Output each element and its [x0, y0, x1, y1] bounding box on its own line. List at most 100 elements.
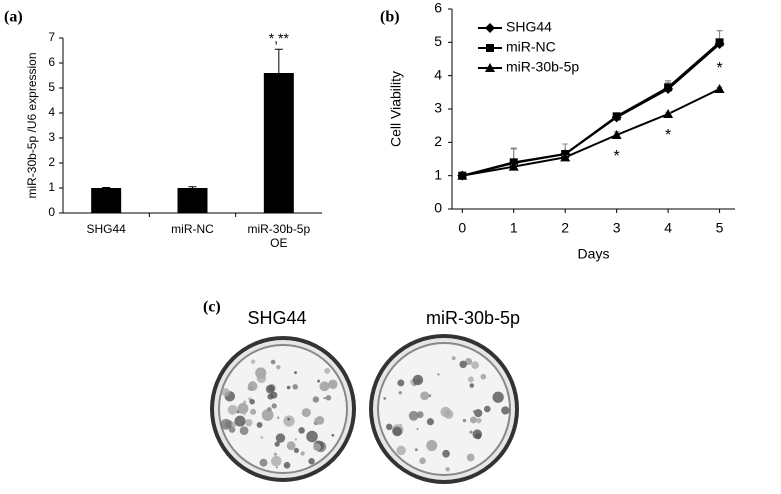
colony [385, 423, 393, 431]
colony [275, 433, 286, 443]
colony [420, 391, 430, 401]
colony [259, 458, 268, 467]
marker [715, 38, 724, 47]
legend-label: miR-NC [506, 39, 556, 55]
x-tick-label: 0 [458, 220, 466, 236]
y-tick-label: 2 [434, 133, 442, 149]
x-tick-label: 1 [510, 220, 518, 236]
colony [480, 373, 487, 380]
colony [276, 365, 281, 370]
line [462, 88, 721, 177]
colony [396, 445, 406, 456]
y-tick-label: 5 [48, 80, 55, 94]
colony [469, 383, 475, 388]
colony [301, 408, 311, 418]
colony [286, 441, 296, 451]
colony [271, 403, 277, 409]
y-tick-label: 0 [48, 205, 55, 219]
colony [476, 417, 482, 424]
colony [331, 433, 335, 437]
colony [221, 388, 230, 397]
marker [457, 170, 468, 180]
colony [239, 426, 249, 435]
colony [256, 373, 267, 384]
colony [256, 421, 263, 428]
marker [485, 63, 495, 72]
marker [611, 130, 622, 139]
colony [492, 391, 504, 403]
colony [464, 357, 473, 366]
colony [274, 441, 280, 447]
y-tick-label: 3 [48, 130, 55, 144]
x-tick-label: 4 [664, 220, 672, 236]
colony [306, 430, 318, 443]
y-tick-label: 1 [434, 166, 442, 182]
colony [408, 410, 419, 421]
x-axis-label: Days [578, 246, 610, 262]
marker [485, 23, 495, 33]
colony [328, 379, 338, 390]
line [462, 43, 721, 177]
colony [501, 406, 510, 415]
colony [398, 391, 402, 395]
colony [319, 381, 330, 392]
colony [472, 409, 477, 414]
y-tick-label: 7 [48, 30, 55, 44]
colony [442, 449, 450, 458]
colony [243, 413, 246, 416]
colony [243, 400, 247, 404]
bar [263, 73, 294, 213]
colony [469, 430, 473, 434]
y-axis-label: Cell Viability [388, 71, 404, 147]
image-label: miR-30b-5p [426, 308, 520, 328]
significance: * [665, 127, 671, 144]
colony [445, 467, 450, 472]
colony [275, 466, 278, 469]
colony [250, 359, 256, 364]
colony [459, 360, 467, 369]
colony [250, 408, 257, 415]
y-tick-label: 4 [48, 105, 55, 119]
panel-label: (b) [380, 9, 400, 26]
colony [483, 405, 491, 413]
marker [612, 112, 621, 121]
colony [397, 379, 405, 387]
significance: * [716, 60, 722, 77]
colony [414, 448, 418, 452]
bar [91, 188, 122, 213]
y-tick-label: 2 [48, 155, 55, 169]
marker [560, 152, 571, 162]
y-tick-label: 4 [434, 66, 442, 82]
colony [227, 404, 238, 415]
marker [508, 161, 519, 171]
colony [416, 427, 419, 430]
significance: *,** [269, 30, 290, 46]
panel-label: (a) [4, 9, 23, 26]
colony [474, 409, 483, 418]
y-tick-label: 6 [434, 0, 442, 16]
colony [472, 429, 483, 440]
colony [314, 417, 321, 424]
x-tick-label: miR-NC [171, 222, 214, 236]
colony [286, 385, 291, 390]
y-tick-label: 1 [48, 180, 55, 194]
x-tick-label: 2 [561, 220, 569, 236]
colony [276, 416, 280, 420]
panel-label: (c) [203, 299, 221, 316]
colony [249, 399, 255, 405]
colony [273, 452, 278, 456]
colony [313, 443, 321, 452]
marker [664, 83, 673, 92]
colony [325, 395, 332, 401]
colony [234, 415, 246, 427]
colony [426, 418, 434, 426]
marker [714, 84, 725, 93]
colony [292, 384, 298, 390]
colony [308, 458, 315, 465]
y-tick-label: 0 [434, 200, 442, 216]
x-tick-label: miR-30b-5p OE [247, 222, 311, 250]
colony [399, 424, 403, 427]
colony [228, 426, 236, 433]
colony [419, 457, 426, 465]
